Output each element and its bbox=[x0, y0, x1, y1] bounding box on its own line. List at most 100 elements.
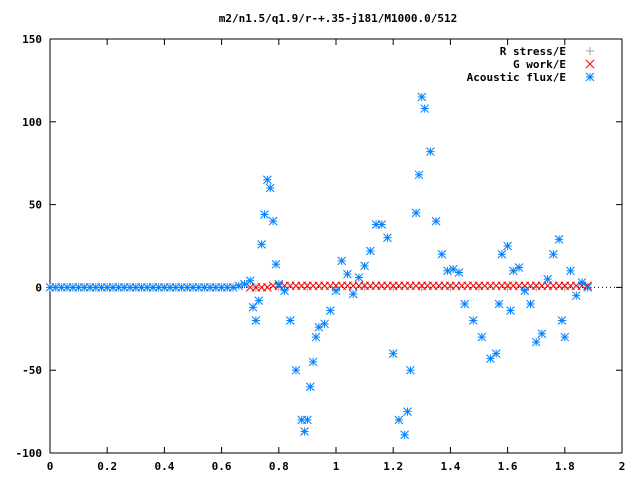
data-point bbox=[475, 283, 483, 292]
data-point bbox=[263, 283, 272, 292]
data-point bbox=[280, 286, 289, 296]
data-point bbox=[486, 354, 495, 363]
data-point bbox=[400, 430, 409, 440]
data-point bbox=[531, 337, 541, 347]
data-point bbox=[443, 266, 452, 276]
legend-label: Acoustic flux/E bbox=[467, 71, 566, 84]
data-point bbox=[228, 283, 238, 292]
data-point bbox=[325, 306, 335, 315]
y-tick-label: -100 bbox=[16, 447, 43, 460]
data-point bbox=[503, 283, 512, 292]
data-point bbox=[503, 241, 512, 251]
data-point bbox=[411, 208, 421, 218]
data-point bbox=[417, 283, 426, 292]
legend-marker bbox=[585, 59, 595, 69]
data-point bbox=[566, 266, 575, 276]
data-point bbox=[245, 276, 255, 286]
data-point bbox=[274, 279, 284, 289]
data-point bbox=[506, 306, 515, 315]
data-point bbox=[406, 365, 415, 375]
data-point bbox=[234, 281, 244, 291]
data-point bbox=[414, 170, 424, 180]
y-tick-label: 100 bbox=[22, 116, 42, 129]
legend-label: R stress/E bbox=[500, 45, 566, 58]
data-point bbox=[271, 259, 281, 269]
x-tick-label: 1.4 bbox=[440, 460, 460, 473]
data-point bbox=[254, 296, 264, 306]
x-tick-label: 2 bbox=[619, 460, 626, 473]
data-point bbox=[426, 147, 435, 156]
data-point bbox=[577, 278, 587, 287]
plot-area-border bbox=[49, 38, 623, 454]
legend-marker bbox=[585, 72, 595, 82]
x-tick-label: 0.8 bbox=[269, 460, 289, 473]
data-point bbox=[388, 349, 398, 358]
x-tick-label: 1.2 bbox=[383, 460, 403, 473]
data-point bbox=[337, 256, 347, 266]
data-point bbox=[583, 283, 593, 292]
data-point bbox=[554, 235, 564, 244]
data-point bbox=[311, 332, 321, 342]
data-point bbox=[251, 316, 261, 325]
data-point bbox=[360, 283, 369, 292]
data-point bbox=[383, 233, 392, 243]
data-point bbox=[365, 246, 375, 256]
data-point bbox=[491, 349, 501, 358]
data-point bbox=[446, 283, 455, 292]
data-point bbox=[571, 291, 581, 301]
y-tick-label: 50 bbox=[29, 199, 42, 212]
data-point bbox=[343, 269, 352, 279]
data-point bbox=[560, 332, 570, 342]
legend-label: G work/E bbox=[513, 58, 566, 71]
y-tick-label: 0 bbox=[35, 281, 42, 294]
data-point bbox=[303, 283, 312, 292]
data-point bbox=[291, 365, 301, 375]
x-tick-label: 0 bbox=[47, 460, 54, 473]
series-layer bbox=[45, 92, 593, 440]
legend-marker bbox=[586, 47, 594, 55]
data-point bbox=[403, 407, 412, 416]
data-point bbox=[537, 329, 547, 339]
data-point bbox=[477, 332, 487, 342]
x-tick-label: 0.6 bbox=[212, 460, 232, 473]
data-point bbox=[263, 175, 272, 185]
data-point bbox=[454, 268, 464, 277]
data-point bbox=[560, 283, 569, 292]
data-point bbox=[514, 263, 524, 272]
data-point bbox=[285, 316, 295, 325]
data-point bbox=[257, 239, 266, 249]
data-point bbox=[248, 302, 258, 312]
data-point bbox=[300, 427, 309, 436]
data-point bbox=[494, 299, 504, 309]
data-point bbox=[520, 286, 530, 296]
data-point bbox=[320, 319, 329, 329]
data-point bbox=[354, 273, 364, 282]
data-point bbox=[308, 357, 318, 367]
data-point bbox=[303, 415, 312, 425]
data-point bbox=[377, 220, 387, 229]
data-point bbox=[348, 289, 358, 299]
data-point bbox=[460, 299, 470, 309]
data-point bbox=[557, 316, 567, 325]
series-1 bbox=[245, 281, 593, 292]
y-tick-label: 150 bbox=[22, 33, 42, 46]
data-point bbox=[543, 274, 552, 284]
x-tick-label: 0.2 bbox=[97, 460, 117, 473]
x-tick-label: 1 bbox=[333, 460, 340, 473]
y-axis-ticks: -100 -50 0 50 100 150 bbox=[16, 33, 622, 460]
data-point bbox=[260, 210, 269, 219]
chart-title: m2/n1.5/q1.9/r-+.35-j181/M1000.0/512 bbox=[219, 12, 457, 25]
data-point bbox=[468, 316, 478, 325]
data-point bbox=[331, 286, 341, 296]
data-point bbox=[265, 183, 275, 193]
data-point bbox=[532, 283, 541, 292]
y-tick-label: -50 bbox=[22, 364, 42, 377]
x-axis-ticks: 0 0.2 0.4 0.6 0.8 1 1.2 1.4 1.6 1.8 2 bbox=[47, 39, 626, 473]
data-point bbox=[497, 249, 507, 259]
data-point bbox=[360, 261, 369, 271]
x-tick-label: 1.6 bbox=[498, 460, 518, 473]
data-point bbox=[268, 216, 278, 226]
data-point bbox=[526, 299, 535, 309]
